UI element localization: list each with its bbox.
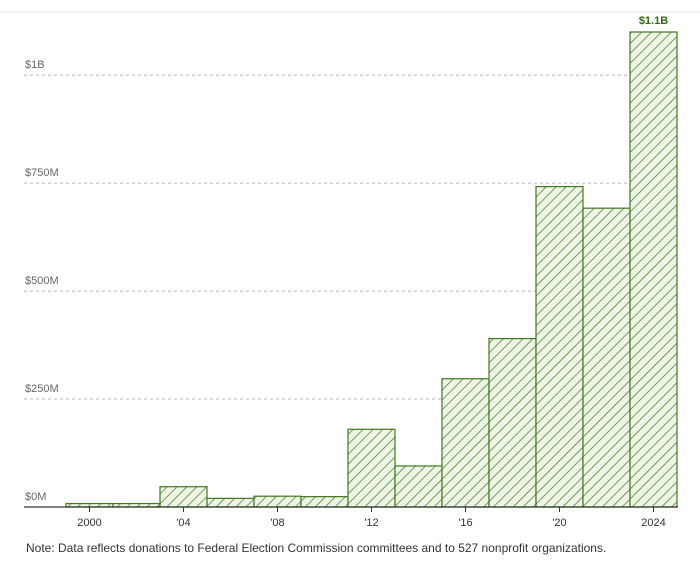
x-tick-label: '04 — [176, 517, 190, 529]
bar-2004 — [159, 486, 208, 508]
bar-2022 — [582, 207, 631, 508]
annotation-label: $1.1B — [639, 15, 668, 27]
bar-2018 — [488, 337, 537, 508]
x-tick-label: 2024 — [641, 517, 665, 529]
x-axis-ticks: 2000 '04 '08 '12 '16 '20 2024 — [77, 507, 666, 529]
bar-2012 — [347, 428, 396, 508]
y-tick-label: $0M — [25, 491, 46, 503]
bar-2020 — [535, 185, 584, 508]
y-tick-label: $250M — [25, 383, 59, 395]
x-tick-label: '20 — [552, 517, 566, 529]
bar-2014 — [394, 465, 443, 508]
y-tick-label: $750M — [25, 167, 59, 179]
bar-2010 — [300, 496, 349, 508]
y-tick-label: $500M — [25, 275, 59, 287]
x-tick-label: '16 — [458, 517, 472, 529]
x-tick-label: '08 — [270, 517, 284, 529]
bar-2008 — [253, 495, 302, 508]
bars — [65, 31, 678, 508]
gridlines: $0M $250M $500M $750M $1B — [24, 59, 678, 503]
y-tick-label: $1B — [25, 59, 45, 71]
bar-2016 — [441, 378, 490, 508]
x-tick-label: '12 — [364, 517, 378, 529]
bar-2024 — [629, 31, 678, 508]
annotations: $1.1B — [639, 15, 668, 27]
bar-2006 — [206, 497, 255, 508]
x-tick-label: 2000 — [77, 517, 101, 529]
footnote: Note: Data reflects donations to Federal… — [26, 541, 607, 555]
